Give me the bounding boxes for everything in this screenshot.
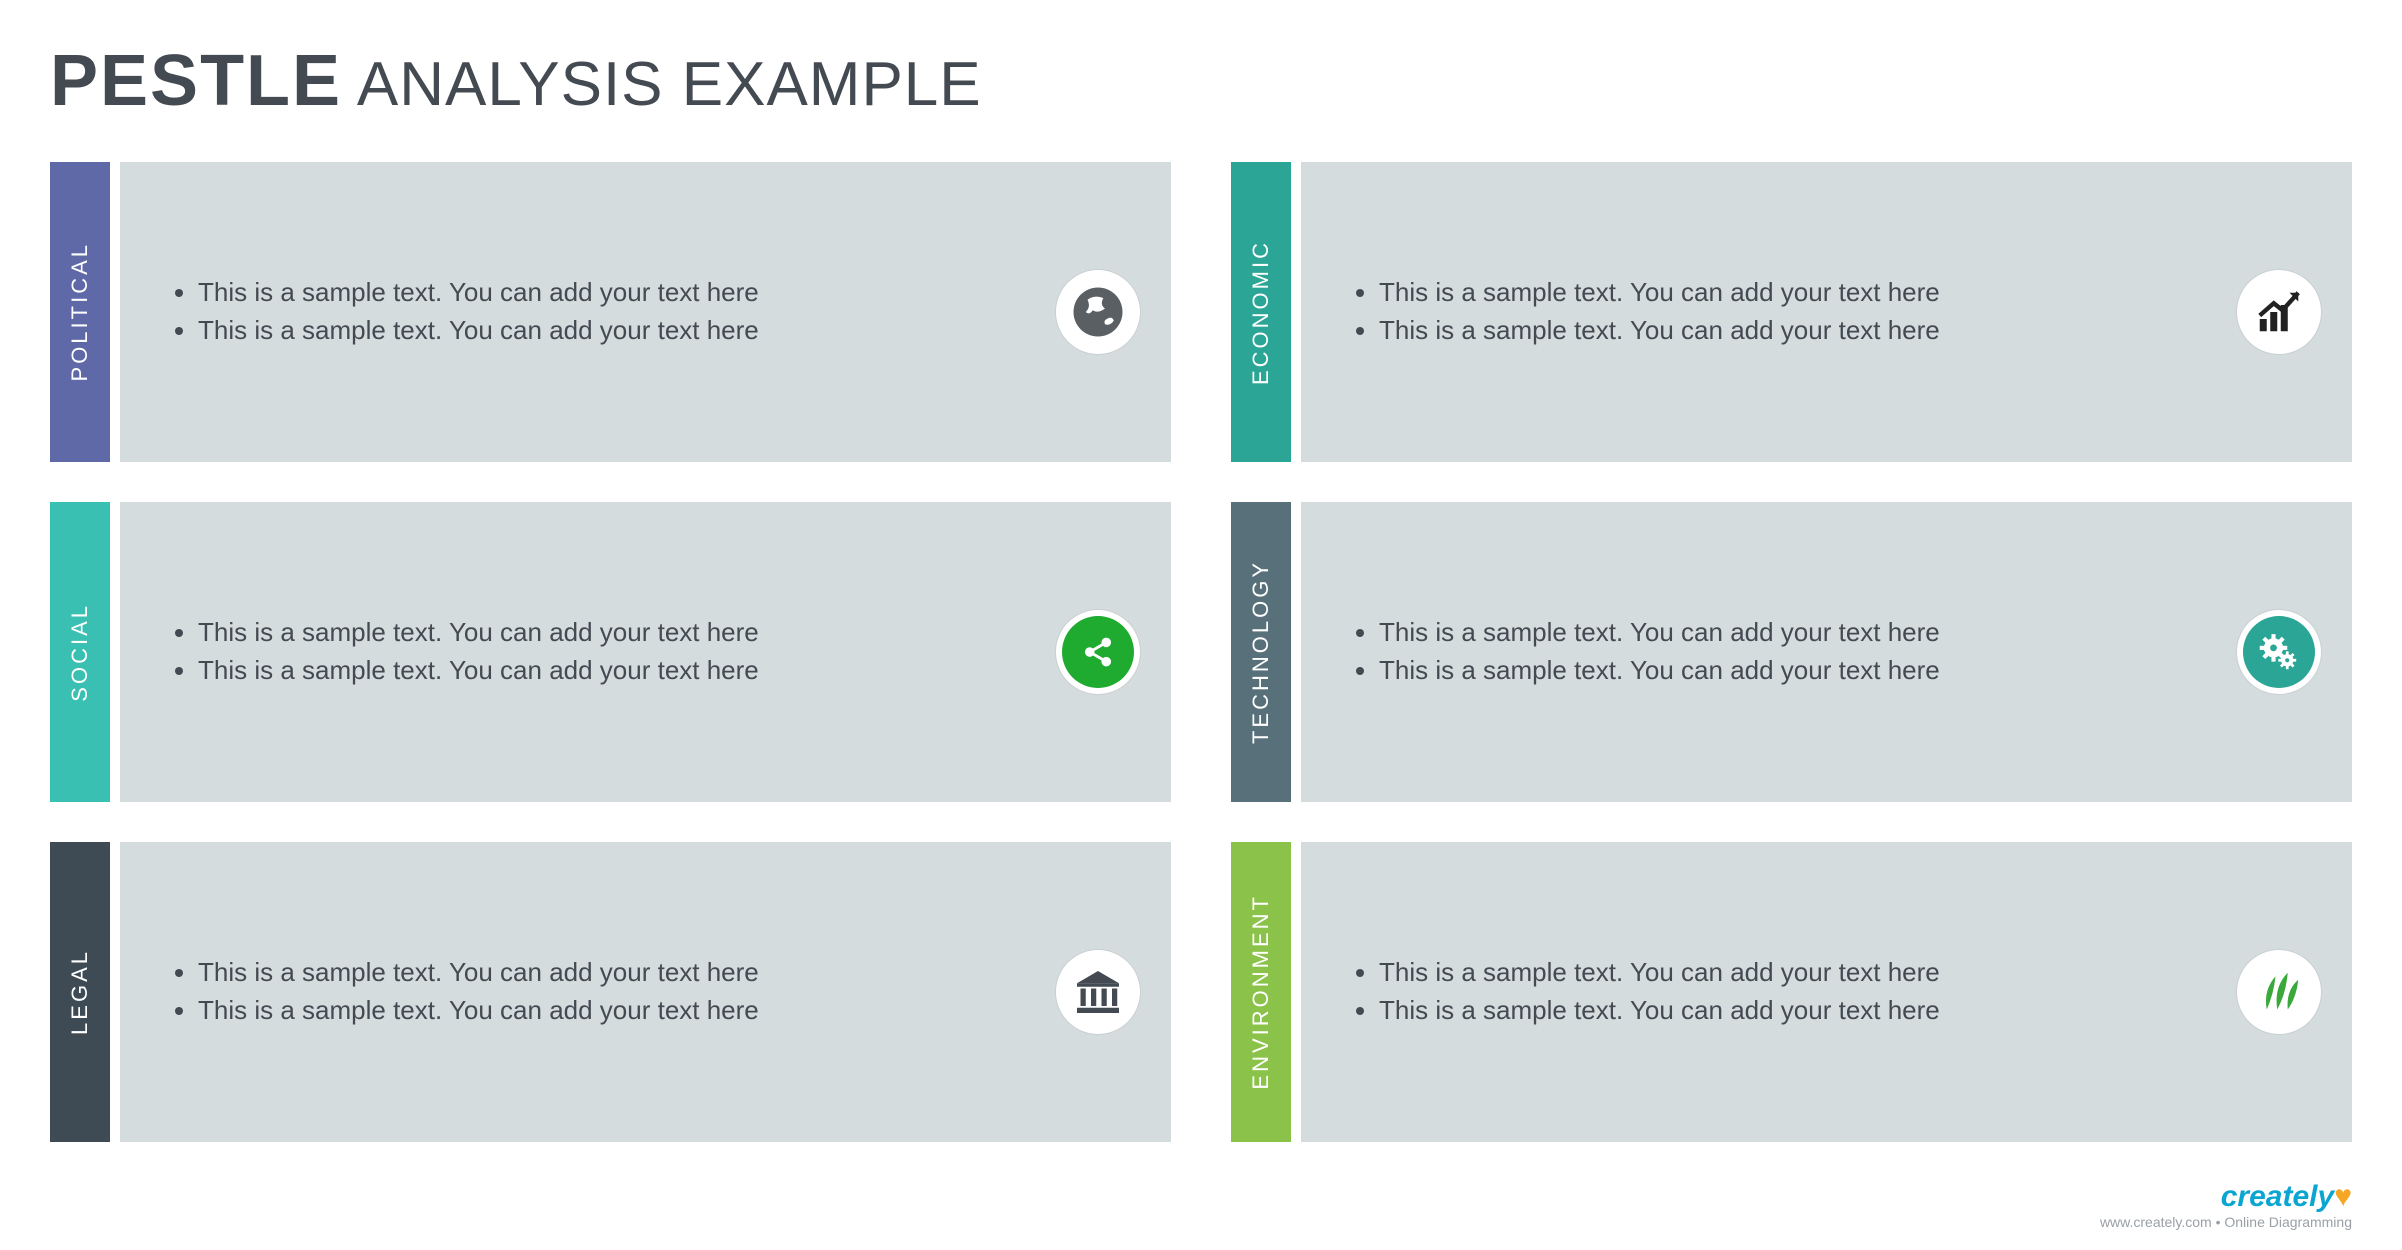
bullet-item: This is a sample text. You can add your … [1379, 992, 1940, 1030]
bullet-item: This is a sample text. You can add your … [198, 954, 759, 992]
bullet-list: This is a sample text. You can add your … [198, 614, 759, 689]
bullet-item: This is a sample text. You can add your … [198, 652, 759, 690]
share-icon [1055, 609, 1141, 695]
bullet-list: This is a sample text. You can add your … [198, 274, 759, 349]
tab-legal: LEGAL [50, 842, 110, 1142]
tab-economic: ECONOMIC [1231, 162, 1291, 462]
card-social: SOCIAL This is a sample text. You can add… [50, 502, 1171, 802]
card-body-social: This is a sample text. You can add your … [120, 502, 1171, 802]
card-body-economic: This is a sample text. You can add your … [1301, 162, 2352, 462]
bullet-item: This is a sample text. You can add your … [1379, 954, 1940, 992]
bulb-icon: ♥ [2334, 1180, 2352, 1213]
card-body-technology: This is a sample text. You can add your … [1301, 502, 2352, 802]
gears-icon [2236, 609, 2322, 695]
tab-label: SOCIAL [67, 603, 93, 702]
bullet-item: This is a sample text. You can add your … [198, 992, 759, 1030]
bullet-item: This is a sample text. You can add your … [198, 274, 759, 312]
card-environment: ENVIRONMENT This is a sample text. You ca… [1231, 842, 2352, 1142]
pestle-grid: POLITICAL This is a sample text. You can … [50, 162, 2352, 1142]
tab-label: LEGAL [67, 949, 93, 1035]
footer-tagline: www.creately.com • Online Diagramming [2100, 1214, 2352, 1230]
bullet-list: This is a sample text. You can add your … [1379, 274, 1940, 349]
bullet-item: This is a sample text. You can add your … [198, 614, 759, 652]
tab-label: POLITICAL [67, 242, 93, 381]
title-bold: PESTLE [50, 41, 342, 121]
page-title: PESTLE ANALYSIS EXAMPLE [50, 40, 2352, 122]
bullet-item: This is a sample text. You can add your … [1379, 652, 1940, 690]
bullet-list: This is a sample text. You can add your … [1379, 614, 1940, 689]
leaf-icon [2236, 949, 2322, 1035]
card-body-political: This is a sample text. You can add your … [120, 162, 1171, 462]
card-legal: LEGAL This is a sample text. You can add … [50, 842, 1171, 1142]
bullet-list: This is a sample text. You can add your … [1379, 954, 1940, 1029]
bullet-item: This is a sample text. You can add your … [1379, 312, 1940, 350]
bank-icon [1055, 949, 1141, 1035]
tab-political: POLITICAL [50, 162, 110, 462]
card-economic: ECONOMIC This is a sample text. You can a… [1231, 162, 2352, 462]
tab-label: ENVIRONMENT [1248, 894, 1274, 1090]
card-body-legal: This is a sample text. You can add your … [120, 842, 1171, 1142]
title-rest: ANALYSIS EXAMPLE [357, 50, 982, 119]
card-technology: TECHNOLOGY This is a sample text. You can… [1231, 502, 2352, 802]
bullet-item: This is a sample text. You can add your … [1379, 614, 1940, 652]
tab-label: TECHNOLOGY [1248, 560, 1274, 744]
bullet-item: This is a sample text. You can add your … [1379, 274, 1940, 312]
card-political: POLITICAL This is a sample text. You can … [50, 162, 1171, 462]
tab-social: SOCIAL [50, 502, 110, 802]
tab-environment: ENVIRONMENT [1231, 842, 1291, 1142]
bullet-list: This is a sample text. You can add your … [198, 954, 759, 1029]
growth-icon [2236, 269, 2322, 355]
bullet-item: This is a sample text. You can add your … [198, 312, 759, 350]
tab-label: ECONOMIC [1248, 240, 1274, 385]
footer-logo: creately♥ www.creately.com • Online Diag… [2100, 1180, 2352, 1230]
globe-icon [1055, 269, 1141, 355]
footer-brand: creately [2221, 1180, 2334, 1213]
card-body-environment: This is a sample text. You can add your … [1301, 842, 2352, 1142]
tab-technology: TECHNOLOGY [1231, 502, 1291, 802]
